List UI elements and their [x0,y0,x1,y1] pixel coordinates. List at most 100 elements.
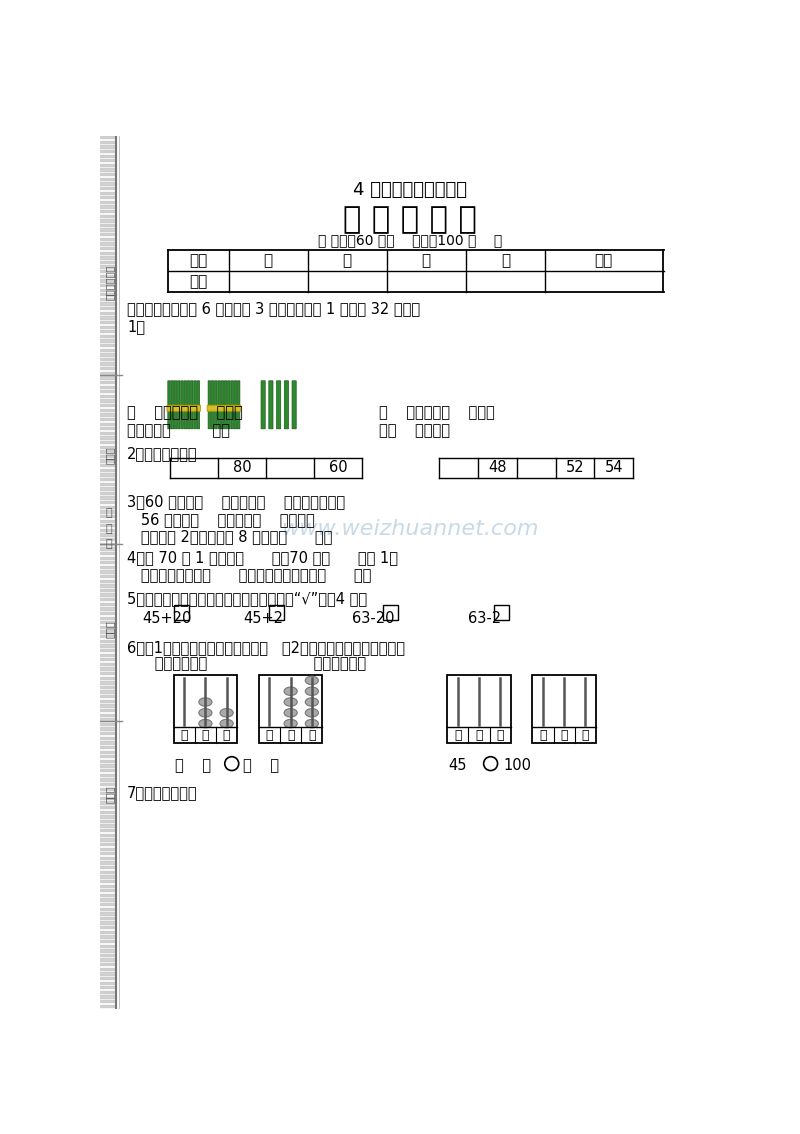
FancyBboxPatch shape [292,381,296,429]
Text: 一: 一 [264,253,273,268]
Text: 7、猜猜我是几？: 7、猜猜我是几？ [127,785,198,801]
FancyBboxPatch shape [238,381,240,429]
Ellipse shape [199,719,212,728]
Text: 和（    ）个一。: 和（ ）个一。 [379,423,450,438]
Bar [259,675,322,743]
Text: （    ）个十和（    ）个一: （ ）个十和（ ）个一 [127,406,243,421]
Text: 56 里面有（    ）个十和（    ）个一。: 56 里面有（ ）个十和（ ）个一。 [127,511,315,527]
Ellipse shape [284,719,298,728]
Text: 个位上是 2，十位上是 8 的数是（      ）。: 个位上是 2，十位上是 8 的数是（ ）。 [127,530,333,544]
Bar [447,675,510,743]
Text: 5、估一估，在得数是六十多的算式后面画“√”。（4 分）: 5、估一估，在得数是六十多的算式后面画“√”。（4 分） [127,591,367,607]
Text: 四: 四 [501,253,510,268]
Bar [174,606,189,620]
Text: 45: 45 [449,759,467,773]
FancyBboxPatch shape [228,381,230,429]
Text: 80: 80 [233,460,251,475]
Text: 一、我会填。（第 6 小题每题 3 分，其余每空 1 分，共 32 分。）: 一、我会填。（第 6 小题每题 3 分，其余每空 1 分，共 32 分。） [127,302,420,316]
FancyBboxPatch shape [211,381,214,429]
Ellipse shape [306,709,318,717]
Text: 三: 三 [422,253,431,268]
Text: 48: 48 [488,460,507,475]
Text: 题号: 题号 [190,253,207,268]
Text: 十: 十 [202,729,209,742]
Ellipse shape [284,687,298,695]
Text: 学校：: 学校： [104,786,114,803]
Text: 52: 52 [566,460,584,475]
Text: 100: 100 [503,759,531,773]
FancyBboxPatch shape [174,381,177,429]
FancyBboxPatch shape [197,381,199,429]
Text: 装: 装 [106,508,113,518]
Bar [174,675,237,743]
Text: 十: 十 [475,729,482,742]
Text: 63-2: 63-2 [468,611,502,626]
Bar [269,606,284,620]
Text: 姓名：: 姓名： [104,447,114,465]
FancyBboxPatch shape [231,381,234,429]
FancyBboxPatch shape [190,381,193,429]
Text: 一 年 级 数 学: 一 年 级 数 学 [343,205,477,235]
Ellipse shape [306,676,318,685]
Bar [383,606,398,620]
FancyBboxPatch shape [178,381,180,429]
FancyBboxPatch shape [214,381,217,429]
FancyBboxPatch shape [277,381,281,429]
Ellipse shape [306,687,318,695]
Bar [494,606,509,620]
Text: 6、（1）根据计数器先写出得数，   （2）在计数器上先画出算珠，: 6、（1）根据计数器先写出得数， （2）在计数器上先画出算珠， [127,641,405,655]
Text: 再比较大小。                       再比较大小。: 再比较大小。 再比较大小。 [127,657,366,671]
Text: 60: 60 [329,460,347,475]
Text: 个: 个 [308,729,315,742]
Text: 个: 个 [223,729,230,742]
Text: 百: 百 [539,729,546,742]
FancyBboxPatch shape [184,381,186,429]
FancyBboxPatch shape [284,381,289,429]
Text: 个: 个 [497,729,504,742]
Text: 4、比 70 小 1 的数是（      ），70 比（      ）小 1。: 4、比 70 小 1 的数是（ ），70 比（ ）小 1。 [127,550,398,566]
Text: 45+2: 45+2 [243,611,283,626]
Text: 订: 订 [106,524,113,534]
Text: 十: 十 [287,729,294,742]
FancyBboxPatch shape [187,381,190,429]
Text: 2、按规律填数。: 2、按规律填数。 [127,447,198,462]
Text: 4 月质量跟踪抄测试题: 4 月质量跟踪抄测试题 [353,180,467,198]
FancyBboxPatch shape [194,381,196,429]
Ellipse shape [306,719,318,728]
Text: 班级：: 班级： [104,620,114,637]
FancyBboxPatch shape [218,381,220,429]
Text: 3、60 里面有（    ）个十，（    ）个十是一百。: 3、60 里面有（ ）个十，（ ）个十是一百。 [127,494,346,509]
Text: 线: 线 [106,539,113,549]
Ellipse shape [284,709,298,717]
FancyBboxPatch shape [224,381,227,429]
FancyBboxPatch shape [171,381,174,429]
FancyBboxPatch shape [269,381,273,429]
Text: （    ）里面有（    ）个十: （ ）里面有（ ）个十 [379,406,494,421]
Ellipse shape [199,697,212,706]
Text: 二: 二 [342,253,352,268]
Text: 1、: 1、 [127,320,145,335]
Text: 45+20: 45+20 [142,611,192,626]
FancyBboxPatch shape [208,381,210,429]
Text: 得分: 得分 [190,273,207,289]
FancyBboxPatch shape [181,381,183,429]
Text: （    ）: （ ） [243,759,279,773]
Text: 百: 百 [454,729,462,742]
Text: （    ）: （ ） [175,759,211,773]
Ellipse shape [199,709,212,717]
Ellipse shape [220,709,233,717]
Text: 学（考）号：: 学（考）号： [104,264,114,301]
Ellipse shape [306,697,318,706]
Bar [533,675,596,743]
Ellipse shape [284,697,298,706]
FancyBboxPatch shape [221,381,224,429]
Text: 个: 个 [582,729,589,742]
Text: 百: 百 [266,729,274,742]
FancyBboxPatch shape [167,405,201,412]
Text: 百: 百 [181,729,188,742]
Text: （ 时间：60 分钟    分值：100 分    ）: （ 时间：60 分钟 分值：100 分 ） [318,234,502,247]
Text: 总分: 总分 [594,253,613,268]
Text: www.weizhuannet.com: www.weizhuannet.com [282,518,538,539]
FancyBboxPatch shape [207,405,241,412]
Text: 63-20: 63-20 [352,611,394,626]
